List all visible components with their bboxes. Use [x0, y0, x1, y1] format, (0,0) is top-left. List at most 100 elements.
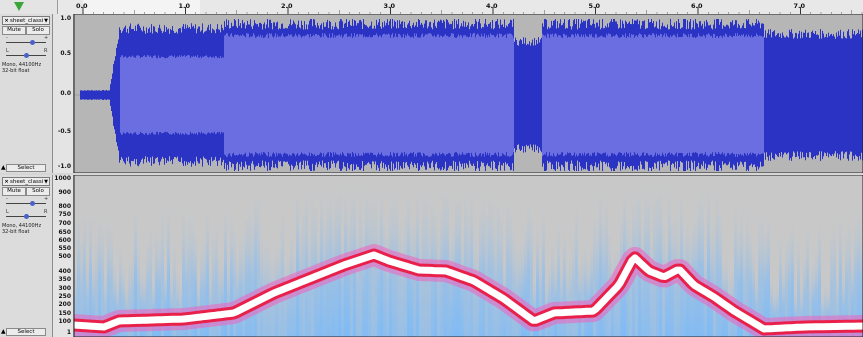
- spectrogram-haze: [836, 265, 839, 337]
- spectrogram-haze: [239, 226, 242, 337]
- audio-track-waveform[interactable]: ×sheet_classi ▼ Mute Solo - + L R Mono, 4…: [0, 14, 863, 173]
- spectrogram-haze: [509, 194, 512, 337]
- pan-slider-knob[interactable]: [24, 214, 29, 219]
- solo-button[interactable]: Solo: [26, 26, 50, 35]
- spectrogram-haze: [518, 231, 521, 337]
- spectrogram-haze: [857, 200, 860, 337]
- spectrogram-haze: [755, 266, 758, 337]
- pan-slider[interactable]: [6, 214, 46, 219]
- spectrogram-haze: [800, 279, 803, 337]
- spectrogram-haze: [458, 180, 461, 337]
- mute-button[interactable]: Mute: [2, 187, 26, 196]
- collapse-track-icon[interactable]: ▲: [1, 164, 6, 171]
- spectrogram-haze: [758, 202, 761, 337]
- track-name-menu[interactable]: ×sheet_classi ▼: [2, 177, 50, 186]
- spectrogram-haze: [839, 201, 842, 337]
- amplitude-scale-label: -0.5: [57, 128, 71, 135]
- spectrogram-haze: [314, 185, 317, 337]
- track-control-panel: ×sheet_classi ▼ Mute Solo - + L R Mono, 4…: [0, 175, 53, 337]
- spectrogram-haze: [257, 178, 260, 337]
- spectrogram-haze: [311, 175, 314, 337]
- gain-slider-knob[interactable]: [30, 40, 35, 45]
- spectrogram-haze: [821, 286, 824, 337]
- spectrogram-haze: [788, 220, 791, 337]
- spectrogram-haze: [110, 212, 113, 337]
- close-track-icon[interactable]: ×: [4, 18, 9, 24]
- close-track-icon[interactable]: ×: [4, 179, 9, 185]
- spectrogram-haze: [539, 242, 542, 337]
- audio-track-spectrogram[interactable]: ×sheet_classi ▼ Mute Solo - + L R Mono, 4…: [0, 175, 863, 337]
- spectrogram-haze: [125, 278, 128, 337]
- waveform-display[interactable]: [74, 14, 863, 173]
- track-name-menu[interactable]: ×sheet_classi ▼: [2, 16, 50, 25]
- frequency-scale: 1000 900 800 750 700 650 600 550 500 400 350 300 250…: [53, 175, 74, 337]
- spectrogram-haze: [209, 261, 212, 337]
- spectrogram-haze: [176, 262, 179, 337]
- spectrogram-haze: [695, 200, 698, 337]
- spectrogram-haze: [143, 264, 146, 337]
- spectrogram-haze: [848, 205, 851, 337]
- spectrogram-haze: [527, 188, 530, 337]
- amplitude-scale-label: 0.0: [60, 90, 71, 97]
- spectrogram-display[interactable]: [74, 175, 863, 337]
- spectrogram-haze: [608, 215, 611, 337]
- spectrogram-haze: [113, 254, 116, 337]
- spectrogram-haze: [467, 192, 470, 337]
- spectrogram-haze: [128, 252, 131, 337]
- track-info: Mono, 44100Hz 32-bit float: [2, 62, 50, 74]
- spectrogram-haze: [830, 218, 833, 337]
- spectrogram-haze: [707, 175, 710, 337]
- spectrogram-haze: [734, 185, 737, 337]
- spectrogram-haze: [653, 176, 656, 337]
- spectrogram-haze: [701, 182, 704, 337]
- spectrogram-haze: [443, 175, 446, 337]
- mute-button[interactable]: Mute: [2, 26, 26, 35]
- spectrogram-haze: [557, 209, 560, 337]
- gain-slider-knob[interactable]: [30, 201, 35, 206]
- gain-minus-label: -: [6, 196, 8, 202]
- gain-slider[interactable]: [6, 201, 46, 206]
- spectrogram-haze: [116, 272, 119, 337]
- pan-right-label: R: [44, 209, 48, 215]
- spectrogram-haze: [566, 257, 569, 337]
- spectrogram-haze: [554, 253, 557, 337]
- play-triangle-icon[interactable]: [14, 2, 24, 11]
- solo-button[interactable]: Solo: [26, 187, 50, 196]
- track-format: 32-bit float: [2, 229, 30, 235]
- spectrogram-haze: [80, 226, 83, 337]
- collapse-track-icon[interactable]: ▲: [1, 328, 6, 335]
- select-track-button[interactable]: Select: [6, 328, 46, 336]
- track-rate: Mono, 44100Hz: [2, 62, 42, 68]
- spectrogram-haze: [251, 208, 254, 337]
- spectrogram-haze: [356, 218, 359, 337]
- dropdown-arrow-icon[interactable]: ▼: [44, 18, 48, 24]
- spectrogram-haze: [194, 220, 197, 337]
- select-track-button[interactable]: Select: [6, 164, 46, 172]
- spectrogram-haze: [593, 194, 596, 337]
- spectrogram-haze: [656, 175, 659, 337]
- pan-slider-knob[interactable]: [24, 53, 29, 58]
- pan-slider[interactable]: [6, 53, 46, 58]
- spectrogram-haze: [155, 218, 158, 337]
- spectrogram-haze: [746, 196, 749, 337]
- spectrogram-haze: [263, 230, 266, 337]
- frequency-scale-label: 600: [58, 237, 71, 244]
- spectrogram-haze: [401, 220, 404, 337]
- spectrogram-haze: [98, 205, 101, 337]
- amplitude-scale-label: 0.5: [60, 50, 71, 57]
- spectrogram-haze: [776, 279, 779, 337]
- spectrogram-haze: [680, 175, 683, 337]
- spectrogram-haze: [302, 190, 305, 337]
- spectrogram-haze: [491, 185, 494, 337]
- spectrogram-haze: [599, 176, 602, 337]
- spectrogram-haze: [488, 178, 491, 337]
- gain-slider[interactable]: [6, 40, 46, 45]
- spectrogram-haze: [659, 175, 662, 337]
- spectrogram-haze: [773, 285, 776, 337]
- spectrogram-haze: [602, 207, 605, 337]
- dropdown-arrow-icon[interactable]: ▼: [44, 179, 48, 185]
- spectrogram-haze: [533, 275, 536, 337]
- timeline-ruler[interactable]: 0.0 1.0 2.0 3.0 4.0 5.0 6.0 7.0: [0, 0, 863, 15]
- spectrogram-haze: [575, 185, 578, 337]
